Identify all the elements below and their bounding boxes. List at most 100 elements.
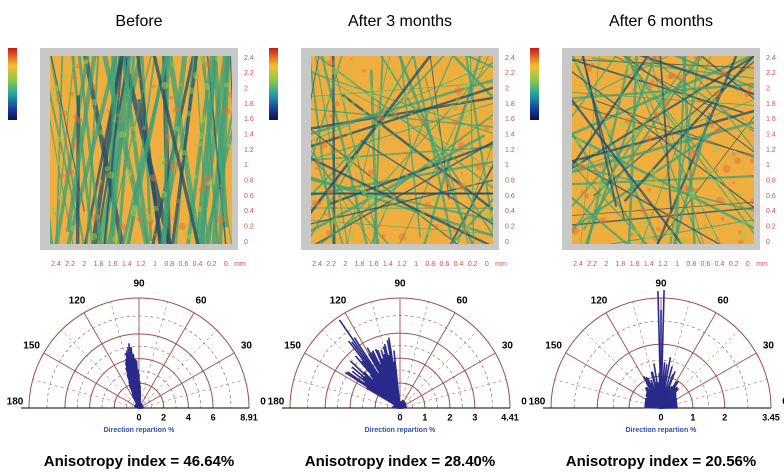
- fiber: [572, 69, 683, 234]
- speck: [601, 115, 607, 121]
- speck: [227, 91, 232, 98]
- speck: [375, 122, 383, 131]
- fiber: [107, 56, 132, 244]
- speck: [635, 76, 640, 81]
- fiber: [572, 58, 744, 114]
- speck: [52, 85, 60, 92]
- speck: [489, 214, 493, 217]
- speck: [187, 160, 190, 163]
- image-y-tick: 1.2: [244, 147, 254, 154]
- speck: [633, 228, 641, 236]
- speck: [353, 153, 361, 161]
- speck: [458, 138, 462, 142]
- speck: [345, 129, 352, 137]
- image-x-tick: 0.4: [454, 261, 464, 268]
- speck: [708, 122, 715, 129]
- fiber: [186, 56, 214, 244]
- image-x-tick: 0.8: [425, 261, 435, 268]
- speck: [389, 197, 397, 205]
- speck: [368, 86, 374, 92]
- speck: [714, 178, 721, 185]
- speck: [146, 207, 151, 213]
- polar-spoke: [399, 379, 507, 409]
- angle-label: 180: [268, 397, 285, 408]
- fiber: [624, 56, 754, 153]
- angle-label: 180: [7, 397, 24, 408]
- fiber: [311, 139, 344, 244]
- radial-tick: 4: [186, 412, 191, 422]
- radial-tick: 0: [397, 412, 402, 422]
- speck: [740, 221, 747, 228]
- speck: [361, 190, 367, 196]
- speck: [672, 118, 680, 126]
- speck: [145, 214, 154, 222]
- image-y-tick: 1.2: [766, 147, 776, 154]
- speck: [445, 189, 449, 193]
- image-x-tick: 0.8: [164, 261, 174, 268]
- image-y-tick: 1.2: [505, 147, 515, 154]
- fiber: [623, 56, 754, 203]
- speck: [157, 161, 164, 168]
- speck: [208, 178, 216, 185]
- speck: [717, 87, 721, 92]
- speck: [169, 161, 178, 169]
- image-x-tick: 0.2: [729, 261, 739, 268]
- speck: [425, 168, 428, 172]
- image-x-tick: 1.4: [644, 261, 654, 268]
- image-y-tick: 1: [505, 162, 509, 169]
- fiber: [622, 56, 754, 235]
- image-y-tick: 0.2: [244, 224, 254, 231]
- fiber: [572, 134, 754, 230]
- image-x-tick: mm: [495, 261, 507, 268]
- image-y-tick: 1.6: [505, 116, 515, 123]
- speck: [214, 56, 223, 62]
- image-x-tick: 2.4: [51, 261, 61, 268]
- speck: [434, 112, 441, 119]
- speck: [179, 157, 184, 161]
- speck: [344, 73, 352, 82]
- image-texture: [311, 56, 493, 244]
- image-y-tick: 2.4: [244, 55, 254, 62]
- image-x-tick: 1.4: [383, 261, 393, 268]
- fiber: [572, 56, 670, 105]
- radial-tick: 0: [658, 412, 663, 422]
- speck: [169, 95, 174, 100]
- speck: [198, 115, 207, 124]
- speck: [392, 110, 397, 116]
- speck: [72, 75, 77, 81]
- image-x-tick: 2.2: [326, 261, 336, 268]
- speck: [604, 216, 607, 220]
- speck: [433, 137, 441, 145]
- image-x-tick: 1.6: [108, 261, 118, 268]
- speck: [381, 234, 386, 239]
- speck: [464, 225, 471, 231]
- speck: [162, 160, 167, 166]
- image-y-tick: 0.2: [766, 224, 776, 231]
- speck: [603, 177, 606, 180]
- speck: [662, 100, 670, 107]
- speck: [444, 178, 451, 185]
- speck: [71, 64, 74, 67]
- speck: [324, 95, 331, 102]
- speck: [227, 143, 231, 148]
- speck: [362, 69, 366, 73]
- speck: [459, 101, 462, 104]
- speck: [75, 117, 83, 124]
- image-x-tick: 1.4: [122, 261, 132, 268]
- angle-label: 0: [782, 397, 784, 408]
- speck: [402, 92, 409, 99]
- image-y-tick: 2.4: [505, 55, 515, 62]
- fiber: [672, 112, 712, 244]
- speck: [191, 173, 198, 180]
- fiber: [452, 56, 493, 100]
- speck: [463, 116, 472, 124]
- speck: [152, 205, 158, 212]
- fiber: [202, 127, 232, 244]
- speck: [327, 59, 335, 67]
- image-x-tick: 1.8: [616, 261, 626, 268]
- fiber: [572, 91, 754, 106]
- image-y-tick: 0.6: [505, 193, 515, 200]
- image-y-tick: 1.4: [244, 132, 254, 139]
- speck: [692, 111, 700, 119]
- speck: [448, 104, 456, 112]
